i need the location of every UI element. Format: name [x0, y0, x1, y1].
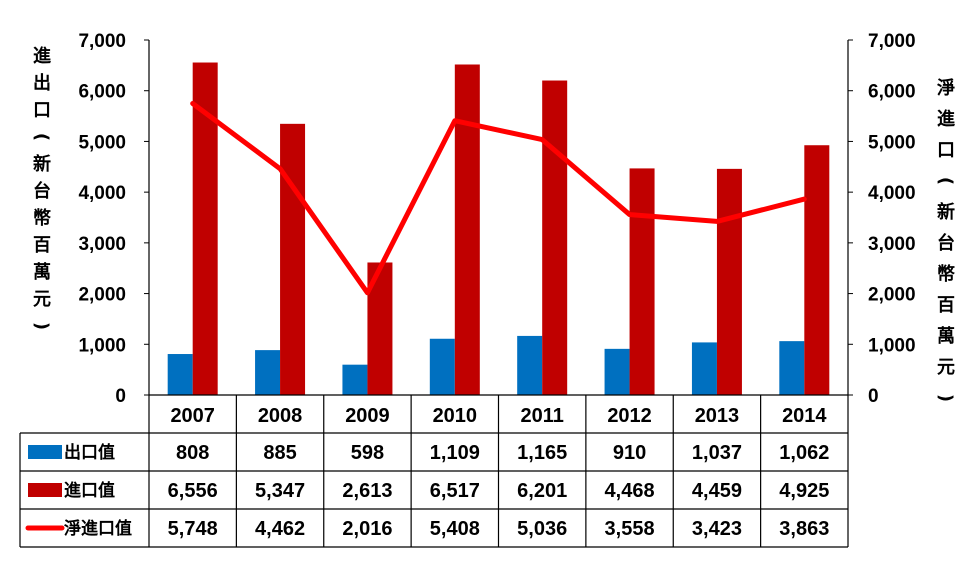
- right-axis-label-char: (: [935, 177, 956, 185]
- table-cell: 885: [263, 442, 296, 464]
- table-cell: 6,201: [517, 480, 567, 502]
- bar-出口值: [342, 364, 368, 395]
- line-淨進口值: [190, 100, 807, 296]
- bar-出口值: [429, 338, 455, 395]
- bar-進口值: [629, 168, 655, 395]
- bar-出口值: [691, 342, 717, 395]
- right-axis-label-char: 口: [937, 140, 955, 161]
- right-tick-label: 2,000: [868, 285, 916, 306]
- right-tick-label: 0: [868, 386, 879, 407]
- table-cell: 2,016: [342, 518, 392, 540]
- right-tick-label: 7,000: [868, 31, 916, 52]
- left-axis-label-char: (: [31, 133, 52, 141]
- right-tick-label: 3,000: [868, 234, 916, 255]
- category-label: 2012: [607, 405, 652, 427]
- table-cell: 5,036: [517, 518, 567, 540]
- category-label: 2014: [782, 405, 827, 427]
- bar-進口值: [280, 123, 306, 395]
- table-cell: 6,517: [430, 480, 480, 502]
- right-tick-label: 6,000: [868, 82, 916, 103]
- right-tick-label: 1,000: [868, 335, 916, 356]
- plot-frame: [148, 40, 849, 547]
- legend-key-進口值: [28, 483, 62, 497]
- table-cell: 4,468: [605, 480, 655, 502]
- category-label: 2011: [520, 405, 563, 427]
- right-tick-label: 5,000: [868, 132, 916, 153]
- table-cell: 808: [176, 442, 209, 464]
- left-axis-label-char: 進: [33, 45, 51, 67]
- right-axis-label-char: 台: [937, 232, 955, 254]
- table-cell: 1,165: [517, 442, 567, 464]
- left-tick-label: 0: [115, 386, 126, 407]
- bar-出口值: [779, 341, 805, 395]
- table-cell: 4,459: [692, 480, 742, 502]
- left-axis-label-char: 萬: [33, 262, 51, 283]
- left-axis-label-char: 幣: [33, 207, 51, 229]
- left-tick-label: 1,000: [78, 335, 126, 356]
- right-axis-label-char: ): [935, 394, 956, 402]
- table-cell: 3,558: [605, 518, 655, 540]
- bar-出口值: [517, 335, 543, 395]
- left-axis-label-char: 新: [33, 153, 51, 175]
- table-cell: 598: [351, 442, 384, 464]
- table-cell: 1,062: [779, 442, 829, 464]
- right-axis-label-char: 進: [937, 108, 955, 130]
- table-cell: 4,925: [779, 480, 829, 502]
- table-cell: 6,556: [168, 480, 218, 502]
- bar-series: [167, 62, 830, 396]
- table-cell: 1,109: [430, 442, 480, 464]
- table-cell: 5,408: [430, 518, 480, 540]
- category-label: 2013: [695, 405, 740, 427]
- bar-進口值: [454, 64, 480, 396]
- table-cell: 3,423: [692, 518, 742, 540]
- bar-進口值: [804, 145, 830, 395]
- table-cell: 1,037: [692, 442, 742, 464]
- category-label: 2009: [345, 405, 390, 427]
- category-label: 2010: [433, 405, 478, 427]
- data-table: 2007 2008 2009 2010 2011 2012 2013 2014 出口值 808 88…: [19, 394, 848, 548]
- left-tick-label: 6,000: [78, 82, 126, 103]
- left-axis-ticks: 0 1,000 2,000 3,000 4,000 5,000 6,000 7,000: [78, 31, 149, 407]
- bar-進口值: [542, 80, 568, 395]
- bar-出口值: [604, 348, 630, 395]
- line-series: [190, 100, 807, 296]
- legend-label: 淨進口值: [64, 518, 132, 539]
- table-cell: 910: [613, 442, 646, 464]
- right-axis-label-char: 元: [937, 357, 955, 378]
- legend-label: 進口值: [64, 480, 115, 501]
- bar-進口值: [716, 168, 742, 395]
- left-tick-label: 5,000: [78, 132, 126, 153]
- right-axis-label-char: 百: [937, 295, 955, 316]
- left-tick-label: 2,000: [78, 285, 126, 306]
- right-axis-ticks: 0 1,000 2,000 3,000 4,000 5,000 6,000 7,000: [848, 31, 916, 407]
- table-cell: 5,347: [255, 480, 305, 502]
- left-axis-label-char: ): [31, 322, 52, 330]
- table-cell: 5,748: [168, 518, 218, 540]
- bar-出口值: [255, 350, 281, 395]
- left-tick-label: 3,000: [78, 234, 126, 255]
- left-axis-label-char: 元: [33, 289, 51, 310]
- left-axis-label-char: 口: [33, 100, 51, 121]
- left-axis-label-char: 百: [33, 235, 51, 256]
- left-tick-label: 4,000: [78, 183, 126, 204]
- left-axis-label-char: 出: [33, 72, 51, 94]
- category-label: 2008: [258, 405, 303, 427]
- category-label: 2007: [170, 405, 215, 427]
- left-tick-label: 7,000: [78, 31, 126, 52]
- table-cell: 3,863: [779, 518, 829, 540]
- right-axis-label-char: 新: [937, 201, 955, 223]
- right-axis-label-char: 幣: [937, 263, 955, 285]
- bar-出口值: [167, 354, 193, 395]
- right-axis-label-char: 萬: [937, 326, 955, 347]
- right-tick-label: 4,000: [868, 183, 916, 204]
- right-axis-label-char: 淨: [937, 78, 955, 99]
- left-axis-label-char: 台: [33, 180, 51, 202]
- table-cell: 4,462: [255, 518, 305, 540]
- table-cell: 2,613: [342, 480, 392, 502]
- legend-label: 出口值: [64, 442, 115, 463]
- legend-key-出口值: [28, 445, 62, 459]
